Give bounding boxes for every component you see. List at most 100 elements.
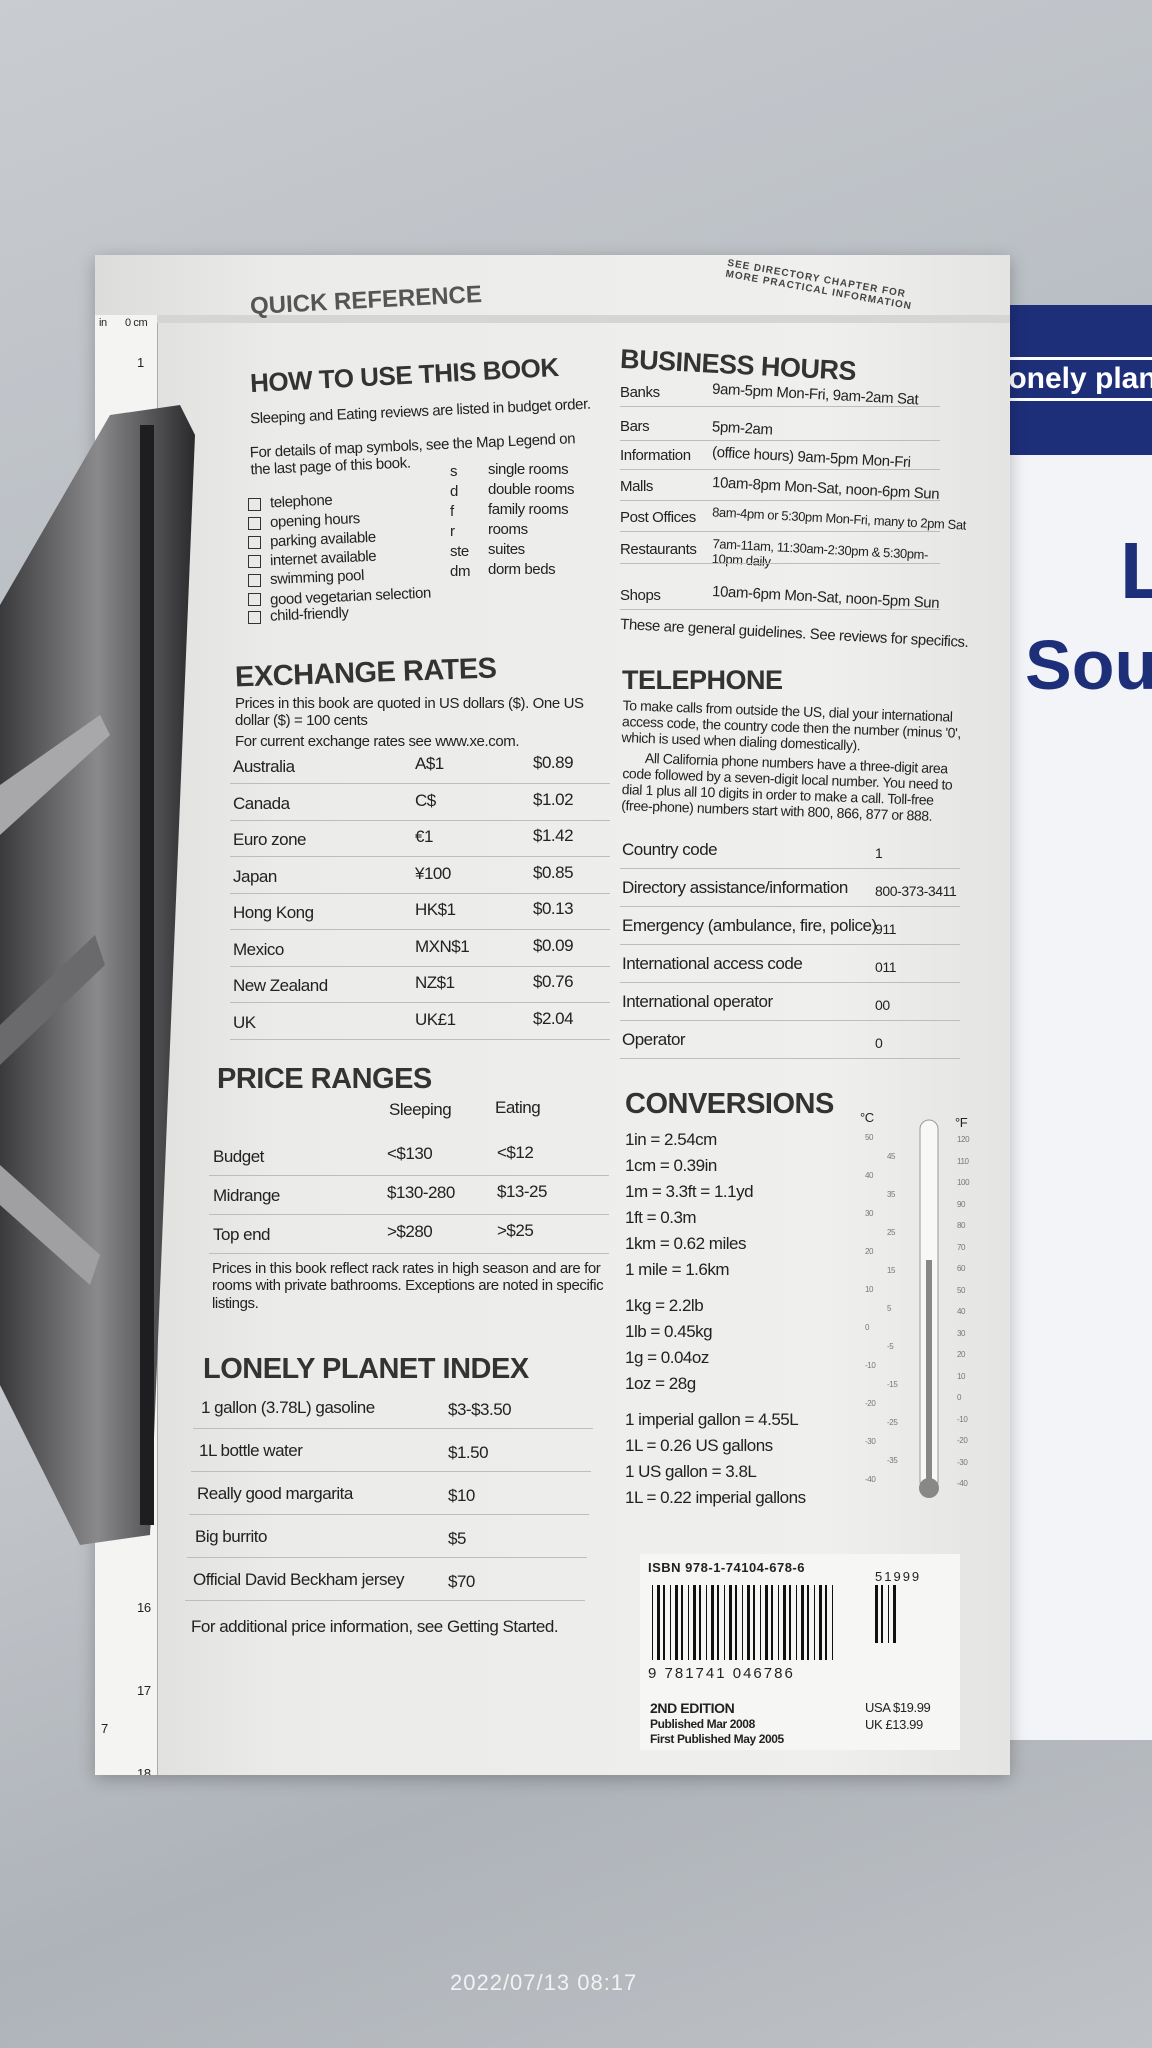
country: Australia	[233, 757, 295, 776]
usa-price: USA $19.99	[865, 1700, 931, 1715]
index-item: 1 gallon (3.78L) gasoline	[201, 1398, 375, 1417]
row-rule	[230, 783, 610, 784]
abbreviation: d	[450, 483, 458, 500]
country: Mexico	[233, 939, 284, 959]
note: For current exchange rates see www.xe.co…	[235, 733, 520, 750]
uk-price: UK £13.99	[865, 1717, 923, 1732]
symbol-icon	[248, 535, 261, 549]
celsius-tick: 45	[887, 1152, 896, 1161]
celsius-tick: 10	[865, 1285, 874, 1294]
symbol-icon	[248, 611, 261, 625]
clip-ridge	[0, 1165, 100, 1285]
isbn: ISBN 978-1-74104-678-6	[648, 1560, 805, 1575]
rate: $0.09	[533, 935, 574, 955]
row-rule	[620, 944, 960, 945]
row-rule	[230, 1002, 610, 1003]
conversion: 1g = 0.04oz	[625, 1348, 709, 1367]
abbreviation-meaning: dorm beds	[488, 561, 556, 578]
row-rule	[209, 1253, 609, 1254]
fahrenheit-tick: 70	[957, 1242, 966, 1252]
unit-label: °F	[955, 1115, 968, 1130]
hours-place: Bars	[620, 418, 650, 435]
eating-price: <$12	[497, 1143, 534, 1162]
celsius-tick: 50	[865, 1133, 874, 1142]
abbreviation: ste	[450, 543, 469, 560]
fahrenheit-tick: -30	[957, 1457, 968, 1467]
timestamp: 2022/07/13 08:17	[450, 1970, 638, 1995]
row-rule	[230, 965, 610, 967]
rate: $1.02	[533, 789, 574, 809]
range-name: Midrange	[213, 1186, 280, 1205]
phone-number: 911	[875, 921, 897, 937]
index-price: $70	[448, 1572, 475, 1591]
hours-times: 8am-4pm or 5:30pm Mon-Fri, many to 2pm S…	[711, 504, 967, 533]
hours-place: Banks	[620, 384, 660, 401]
eating-price: $13-25	[497, 1182, 547, 1201]
celsius-tick: 40	[865, 1171, 874, 1180]
row-rule	[620, 531, 940, 532]
row-rule	[230, 929, 610, 930]
conversion: 1oz = 28g	[625, 1374, 696, 1393]
row-rule	[620, 868, 960, 869]
conversion: 1 US gallon = 3.8L	[625, 1462, 757, 1481]
fahrenheit-tick: 110	[957, 1156, 969, 1166]
edition: 2ND EDITION	[650, 1700, 735, 1716]
index-price: $10	[448, 1486, 475, 1505]
celsius-tick: 0	[865, 1323, 870, 1332]
index-item: 1L bottle water	[199, 1441, 303, 1460]
conversion: 1kg = 2.2lb	[625, 1296, 704, 1315]
note: Prices in this book are quoted in US dol…	[235, 695, 584, 730]
index-price: $5	[448, 1529, 466, 1548]
row-rule	[189, 1514, 589, 1515]
hours-place: Malls	[620, 478, 654, 495]
row-rule	[230, 1038, 610, 1040]
mercury	[926, 1260, 932, 1485]
hours-times: 10am-6pm Mon-Sat, noon-5pm Sun	[711, 583, 940, 612]
country: Euro zone	[233, 830, 307, 849]
fahrenheit-tick: 30	[957, 1328, 966, 1338]
fahrenheit-tick: 50	[957, 1285, 966, 1295]
rate: $0.13	[533, 899, 574, 918]
celsius-tick: -10	[865, 1361, 876, 1370]
celsius-tick: 5	[887, 1304, 892, 1313]
range-name: Budget	[213, 1147, 264, 1166]
rate: $0.85	[533, 862, 574, 882]
country: New Zealand	[233, 976, 328, 995]
row-rule	[193, 1428, 593, 1429]
ruler-label: 0 cm	[125, 317, 148, 329]
ruler-label: in	[99, 317, 107, 329]
book-page: QUICK REFERENCE SEE DIRECTORY CHAPTER FO…	[95, 255, 1010, 1775]
country: Hong Kong	[233, 903, 314, 922]
celsius-tick: 25	[887, 1228, 896, 1237]
paragraph: To make calls from outside the US, dial …	[621, 697, 962, 754]
abbreviation-meaning: suites	[488, 541, 525, 558]
abbreviation: r	[450, 523, 455, 540]
row-rule	[620, 440, 940, 441]
symbol-label: internet available	[269, 547, 377, 569]
clip-edge	[140, 425, 154, 1525]
sleeping-price: $130-280	[387, 1183, 455, 1202]
symbol-label: child-friendly	[269, 604, 349, 626]
column-header: Sleeping	[389, 1100, 452, 1119]
phone-number: 800-373-3411	[875, 883, 957, 899]
row-rule	[620, 1020, 960, 1021]
phone-number: 00	[875, 997, 890, 1013]
page-note: SEE DIRECTORY CHAPTER FOR MORE PRACTICAL…	[724, 257, 913, 313]
symbol-icon	[248, 592, 261, 606]
section-title: BUSINESS HOURS	[619, 343, 857, 387]
note: These are general guidelines. See review…	[619, 615, 969, 652]
row-rule	[209, 1214, 609, 1215]
celsius-tick: 35	[887, 1190, 896, 1199]
phone-label: Country code	[622, 840, 718, 859]
eating-price: >$25	[497, 1221, 534, 1240]
conversion: 1 imperial gallon = 4.55L	[625, 1410, 799, 1429]
hours-place: Shops	[620, 587, 661, 604]
index-item: Really good margarita	[197, 1484, 353, 1503]
conversion: 1in = 2.54cm	[625, 1130, 717, 1149]
clip-ridge	[0, 935, 105, 1065]
currency: A$1	[415, 754, 444, 773]
row-rule	[620, 609, 940, 610]
fahrenheit-tick: 120	[957, 1135, 970, 1144]
row-rule	[191, 1471, 591, 1472]
fahrenheit-tick: 10	[957, 1371, 966, 1381]
